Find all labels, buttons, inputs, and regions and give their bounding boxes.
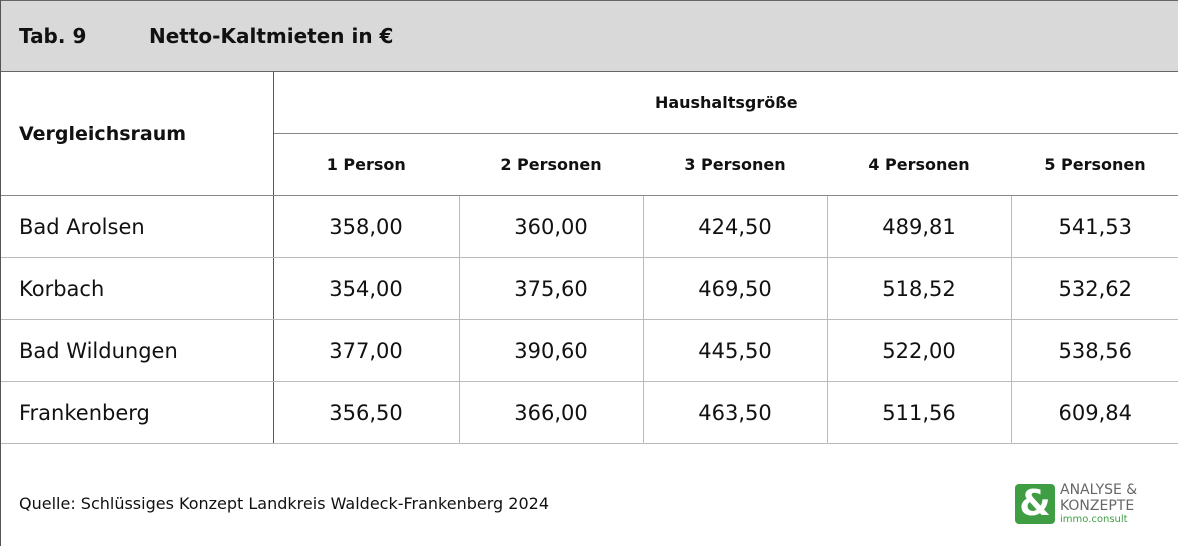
logo-symbol: & xyxy=(1015,484,1055,524)
table: Vergleichsraum Haushaltsgröße 1 Person 2 … xyxy=(1,72,1178,444)
rent-value: 532,62 xyxy=(1011,257,1178,320)
rent-value: 366,00 xyxy=(459,381,644,444)
rent-value: 518,52 xyxy=(827,257,1012,320)
rent-value: 538,56 xyxy=(1011,319,1178,382)
table-row: Frankenberg 356,50 366,00 463,50 511,56 609,8… xyxy=(1,381,1178,444)
rent-value: 469,50 xyxy=(643,257,828,320)
rent-value: 390,60 xyxy=(459,319,644,382)
rent-value: 377,00 xyxy=(273,319,460,382)
column-header-row: 1 Person 2 Personen 3 Personen 4 Personen 5 … xyxy=(1,133,1178,196)
rent-value: 375,60 xyxy=(459,257,644,320)
table-label: Tab. 9 xyxy=(19,24,87,48)
rent-value: 360,00 xyxy=(459,195,644,258)
region-name: Frankenberg xyxy=(1,381,274,444)
rent-value: 541,53 xyxy=(1011,195,1178,258)
region-name: Korbach xyxy=(1,257,274,320)
column-header: 2 Personen xyxy=(459,133,643,196)
rent-value: 522,00 xyxy=(827,319,1012,382)
group-header: Haushaltsgröße xyxy=(273,72,1178,134)
row-header: Vergleichsraum xyxy=(1,72,274,196)
source-note: Quelle: Schlüssiges Konzept Landkreis Wa… xyxy=(19,494,549,513)
table-row: Korbach 354,00 375,60 469,50 518,52 532,62 xyxy=(1,257,1178,320)
rent-value: 356,50 xyxy=(273,381,460,444)
logo-line: KONZEPTE xyxy=(1060,498,1135,514)
rent-value: 489,81 xyxy=(827,195,1012,258)
column-header: 4 Personen xyxy=(827,133,1011,196)
logo-line: immo.consult xyxy=(1060,514,1128,525)
region-name: Bad Arolsen xyxy=(1,195,274,258)
logo: & ANALYSE & KONZEPTE immo.consult xyxy=(1015,482,1137,526)
rent-value: 424,50 xyxy=(643,195,828,258)
table-body: Bad Arolsen 358,00 360,00 424,50 489,81 541,5… xyxy=(1,195,1178,444)
rent-value: 609,84 xyxy=(1011,381,1178,444)
rent-value: 511,56 xyxy=(827,381,1012,444)
logo-line: ANALYSE & xyxy=(1060,482,1138,498)
title-bar: Tab. 9 Netto-Kaltmieten in € xyxy=(1,0,1178,72)
table-row: Bad Arolsen 358,00 360,00 424,50 489,81 541,5… xyxy=(1,195,1178,258)
logo-text: ANALYSE & KONZEPTE immo.consult xyxy=(1060,482,1137,526)
region-name: Bad Wildungen xyxy=(1,319,274,382)
table-title: Netto-Kaltmieten in € xyxy=(149,24,394,48)
table-head: Vergleichsraum Haushaltsgröße 1 Person 2 … xyxy=(1,72,1178,196)
column-header: 5 Personen xyxy=(1011,133,1178,196)
rent-value: 354,00 xyxy=(273,257,460,320)
column-header: 1 Person xyxy=(273,133,459,196)
rent-value: 463,50 xyxy=(643,381,828,444)
column-header: 3 Personen xyxy=(643,133,827,196)
table-row: Bad Wildungen 377,00 390,60 445,50 522,00 538… xyxy=(1,319,1178,382)
footer: Quelle: Schlüssiges Konzept Landkreis Wa… xyxy=(1,446,1178,546)
rent-value: 358,00 xyxy=(273,195,460,258)
rent-value: 445,50 xyxy=(643,319,828,382)
